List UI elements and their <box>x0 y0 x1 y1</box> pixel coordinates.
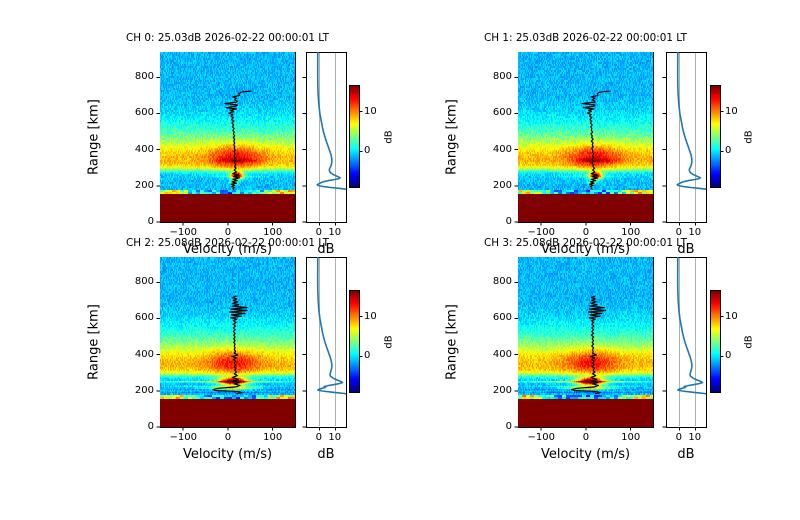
y-tick-label: 400 <box>134 143 154 155</box>
colorbar-label-ch0: dB <box>383 129 395 144</box>
spectrogram-ch2 <box>160 257 295 427</box>
colorbar-tick-label: 0 <box>364 350 371 362</box>
side-x-tick-label: 10 <box>688 432 702 443</box>
y-tick-label: 400 <box>492 348 512 360</box>
side-x-tick-label: 10 <box>328 227 342 238</box>
side-x-tick-label: 10 <box>688 227 702 238</box>
y-axis-label-ch3: Range [km] <box>444 304 460 380</box>
y-axis-label-ch1: Range [km] <box>444 99 460 175</box>
y-axis-label-ch2: Range [km] <box>86 304 102 380</box>
x-tick-label: 100 <box>621 432 641 443</box>
spectrogram-ch3 <box>518 257 653 427</box>
x-tick-label: −100 <box>169 432 197 443</box>
y-tick-label: 200 <box>492 179 512 191</box>
x-tick-label: −100 <box>527 227 555 238</box>
profile-line-ch3 <box>676 257 706 395</box>
y-tick-label: 200 <box>134 179 154 191</box>
panel-title-ch0: CH 0: 25.03dB 2026-02-22 00:00:01 LT <box>126 32 329 44</box>
y-tick-label: 800 <box>134 71 154 83</box>
x-tick-label: 100 <box>621 227 641 238</box>
side-x-axis-label-ch2: dB <box>317 447 335 462</box>
x-axis-label-ch0: Velocity (m/s) <box>182 242 273 257</box>
side-x-tick-label: 0 <box>315 227 322 238</box>
colorbar-tick-label: 10 <box>725 105 738 117</box>
side-x-tick-label: 10 <box>328 432 342 443</box>
y-tick-label: 400 <box>492 143 512 155</box>
y-tick-label: 0 <box>505 216 512 227</box>
spectrogram-ch0 <box>160 52 295 222</box>
y-tick-label: 400 <box>134 348 154 360</box>
colorbar-ch2 <box>350 291 359 392</box>
x-tick-label: 0 <box>224 432 232 443</box>
colorbar-label-ch1: dB <box>743 129 755 144</box>
y-axis-label-ch0: Range [km] <box>86 99 102 175</box>
side-x-tick-label: 0 <box>675 227 682 238</box>
x-axis-label-ch1: Velocity (m/s) <box>540 242 631 257</box>
colorbar-ch3 <box>711 291 720 392</box>
colorbar-tick-label: 10 <box>725 310 738 322</box>
x-tick-label: −100 <box>527 432 555 443</box>
y-tick-label: 200 <box>492 384 512 396</box>
x-axis-label-ch2: Velocity (m/s) <box>182 447 273 462</box>
colorbar-ch1 <box>711 86 720 187</box>
panel-title-ch1: CH 1: 25.03dB 2026-02-22 00:00:01 LT <box>484 32 687 44</box>
side-x-axis-label-ch0: dB <box>317 242 335 257</box>
colorbar-ch0 <box>350 86 359 187</box>
panel-title-ch2: CH 2: 25.08dB 2026-02-22 00:00:01 LT <box>126 237 329 249</box>
side-x-tick-label: 0 <box>675 432 682 443</box>
panel-title-ch3: CH 3: 25.08dB 2026-02-22 00:00:01 LT <box>484 237 687 249</box>
profile-line-ch2 <box>316 257 346 395</box>
colorbar-tick-label: 10 <box>364 310 377 322</box>
x-tick-label: 100 <box>263 432 283 443</box>
y-tick-label: 600 <box>492 107 512 119</box>
colorbar-label-ch3: dB <box>743 334 755 349</box>
profile-line-ch0 <box>316 52 346 191</box>
y-tick-label: 0 <box>147 421 154 432</box>
colorbar-tick-label: 10 <box>364 105 377 117</box>
y-tick-label: 800 <box>134 276 154 288</box>
y-tick-label: 600 <box>492 312 512 324</box>
x-tick-label: 100 <box>263 227 283 238</box>
side-x-tick-label: 0 <box>315 432 322 443</box>
x-tick-label: −100 <box>169 227 197 238</box>
y-tick-label: 0 <box>505 421 512 432</box>
colorbar-tick-label: 0 <box>725 350 732 362</box>
side-x-axis-label-ch3: dB <box>677 447 695 462</box>
side-x-axis-label-ch1: dB <box>677 242 695 257</box>
x-tick-label: 0 <box>582 227 590 238</box>
colorbar-tick-label: 0 <box>364 145 371 157</box>
y-tick-label: 800 <box>492 276 512 288</box>
spectrogram-ch1 <box>518 52 653 222</box>
x-axis-label-ch3: Velocity (m/s) <box>540 447 631 462</box>
colorbar-tick-label: 0 <box>725 145 732 157</box>
y-tick-label: 600 <box>134 107 154 119</box>
profile-line-ch1 <box>676 52 706 191</box>
y-tick-label: 200 <box>134 384 154 396</box>
x-tick-label: 0 <box>582 432 590 443</box>
y-tick-label: 800 <box>492 71 512 83</box>
y-tick-label: 0 <box>147 216 154 227</box>
y-tick-label: 600 <box>134 312 154 324</box>
colorbar-label-ch2: dB <box>383 334 395 349</box>
x-tick-label: 0 <box>224 227 232 238</box>
